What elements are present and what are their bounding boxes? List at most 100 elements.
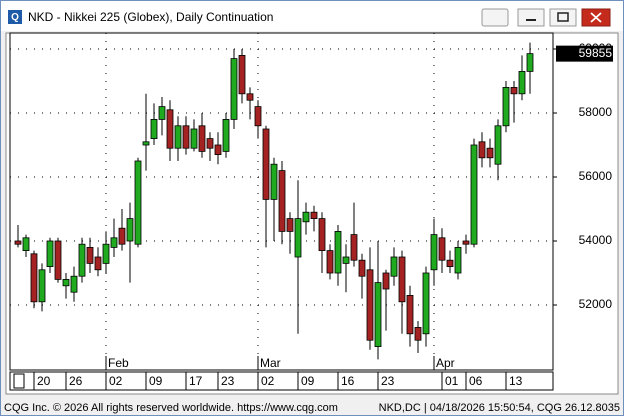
- candle-body: [422, 272, 430, 335]
- candle-body: [110, 237, 118, 248]
- candle-body: [358, 259, 366, 277]
- candle-body: [118, 227, 126, 245]
- candle-body: [198, 125, 206, 152]
- candle-body: [230, 58, 238, 120]
- candle-body: [294, 218, 302, 258]
- status-bar: [1, 399, 623, 415]
- candle-body: [326, 250, 334, 274]
- candle-body: [334, 230, 342, 274]
- candle-body: [270, 163, 278, 200]
- candle-body: [310, 211, 318, 219]
- plot: [10, 33, 553, 369]
- y-tick-label: 52000: [579, 297, 613, 311]
- x-tick-label: 09: [301, 374, 315, 388]
- candle-body: [86, 246, 94, 264]
- candle-body: [342, 256, 350, 264]
- x-tick-label: 23: [381, 374, 395, 388]
- candle-body: [166, 109, 174, 149]
- candle-body: [494, 125, 502, 165]
- candle-body: [134, 160, 142, 245]
- link-button[interactable]: [481, 8, 509, 27]
- candle-body: [414, 326, 422, 341]
- maximize-button[interactable]: [549, 8, 577, 27]
- candle-body: [350, 234, 358, 261]
- candle-body: [150, 119, 158, 140]
- candle-body: [54, 240, 62, 280]
- candle-body: [510, 87, 518, 95]
- candle-body: [14, 240, 22, 245]
- candle-body: [286, 218, 294, 232]
- x-tick-label: 02: [261, 374, 275, 388]
- candle-body: [430, 234, 438, 271]
- candle-body: [46, 240, 54, 268]
- app-icon: [8, 10, 22, 24]
- x-tick-label: 13: [509, 374, 523, 388]
- candle-body: [438, 237, 446, 261]
- y-tick-label: 54000: [579, 233, 613, 247]
- x-tick-label: 01: [445, 374, 459, 388]
- candle-body: [214, 144, 222, 156]
- candle-body: [22, 237, 30, 252]
- candle-body: [406, 294, 414, 335]
- scroll-thumb[interactable]: [13, 373, 25, 389]
- month-label: Apr: [436, 356, 455, 370]
- candle-body: [390, 256, 398, 277]
- candle-body: [182, 125, 190, 149]
- candle-body: [526, 53, 534, 72]
- candle-body: [94, 256, 102, 271]
- minimize-button[interactable]: [517, 8, 545, 27]
- candle-body: [502, 87, 510, 127]
- last-price-label: 59855: [579, 46, 613, 60]
- candle-body: [470, 144, 478, 245]
- candle-body: [70, 275, 78, 293]
- y-tick-label: 58000: [579, 105, 613, 119]
- candle-body: [102, 243, 110, 264]
- candle-body: [278, 170, 286, 232]
- month-label: Feb: [108, 356, 129, 370]
- status-info: NKD,DC | 04/18/2026 15:50:54, CQG 26.12.…: [379, 402, 620, 414]
- candle-body: [478, 141, 486, 159]
- candle-body: [302, 211, 310, 223]
- candle-body: [486, 147, 494, 159]
- candle-body: [206, 138, 214, 149]
- candle-body: [126, 218, 134, 242]
- candle-body: [62, 278, 70, 287]
- x-tick-label: 26: [69, 374, 83, 388]
- candle-body: [38, 269, 46, 303]
- app-icon-glyph: Q: [11, 12, 19, 23]
- x-tick-label: 23: [221, 374, 235, 388]
- candle-body: [518, 71, 526, 95]
- candle-body: [318, 218, 326, 252]
- window-title: NKD - Nikkei 225 (Globex), Daily Continu…: [28, 10, 273, 24]
- candle-body: [374, 282, 382, 348]
- candle-body: [366, 269, 374, 341]
- candle-body: [158, 106, 166, 120]
- x-tick-label: 17: [189, 374, 203, 388]
- x-tick-label: 06: [469, 374, 483, 388]
- copyright: CQG Inc. © 2026 All rights reserved worl…: [4, 402, 338, 414]
- month-label: Mar: [260, 356, 281, 370]
- candle-body: [382, 272, 390, 290]
- y-tick-label: 56000: [579, 169, 613, 183]
- maximize-glyph: [557, 12, 569, 22]
- x-tick-label: 20: [37, 374, 51, 388]
- candle-body: [398, 256, 406, 303]
- candle-body: [262, 128, 270, 200]
- candle-body: [462, 240, 470, 245]
- candle-body: [142, 141, 150, 146]
- candle-body: [222, 119, 230, 152]
- candle-body: [190, 128, 198, 149]
- close-glyph: [590, 12, 602, 23]
- last-price-box: [556, 45, 613, 62]
- x-tick-label: 09: [149, 374, 163, 388]
- x-tick-label: 02: [109, 374, 123, 388]
- candle-body: [174, 125, 182, 149]
- x-tick-label: 16: [341, 374, 355, 388]
- candle-body: [238, 55, 246, 95]
- candle-body: [254, 106, 262, 127]
- candle-body: [246, 93, 254, 101]
- candle-body: [454, 246, 462, 274]
- candle-body: [30, 253, 38, 303]
- candle-body: [78, 243, 86, 277]
